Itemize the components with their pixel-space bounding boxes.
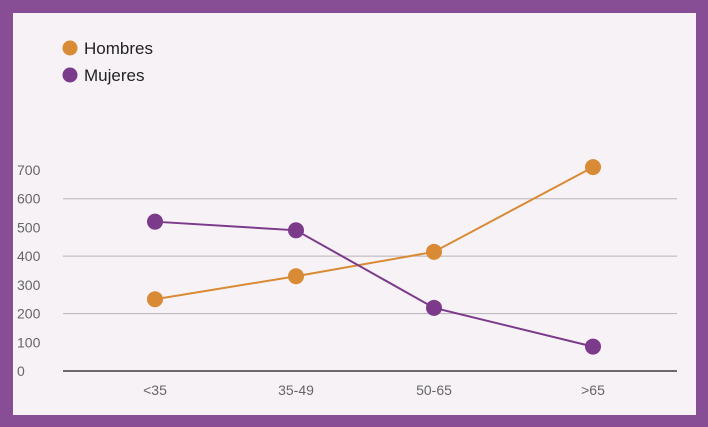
y-tick-label: 100 (17, 334, 41, 350)
legend-label-hombres: Hombres (84, 39, 153, 58)
y-tick-label: 300 (17, 277, 41, 293)
y-tick-label: 400 (17, 248, 41, 264)
gridlines (63, 198, 677, 372)
series-line-hombres (154, 166, 594, 301)
y-tick-label: 200 (17, 306, 41, 322)
x-axis-ticks: <35 35-49 50-65 >65 (143, 382, 605, 398)
data-point-hombres (426, 243, 442, 260)
legend-label-mujeres: Mujeres (84, 66, 144, 85)
data-point-mujeres (426, 299, 442, 316)
data-point-hombres (585, 159, 601, 176)
data-point-hombres (147, 291, 163, 308)
y-tick-label: 700 (17, 162, 41, 178)
legend: Hombres Mujeres (62, 39, 153, 85)
x-tick-label: 50-65 (416, 382, 452, 398)
data-point-mujeres (288, 222, 304, 239)
y-tick-label: 600 (17, 191, 41, 207)
legend-marker-hombres (62, 40, 78, 56)
x-tick-label: >65 (581, 382, 605, 398)
y-tick-label: 0 (17, 363, 25, 379)
x-tick-label: 35-49 (278, 382, 314, 398)
data-point-hombres (288, 268, 304, 285)
chart-panel: Hombres Mujeres 0 100 200 300 400 500 600 700 <… (13, 13, 696, 415)
y-tick-label: 500 (17, 219, 41, 235)
series-group (147, 159, 601, 355)
series-line-mujeres (154, 220, 594, 348)
legend-marker-mujeres (62, 67, 78, 83)
data-point-mujeres (585, 338, 601, 355)
line-chart: Hombres Mujeres 0 100 200 300 400 500 600 700 <… (17, 39, 677, 398)
data-point-mujeres (147, 213, 163, 230)
y-axis-ticks: 0 100 200 300 400 500 600 700 (17, 162, 41, 379)
x-tick-label: <35 (143, 382, 167, 398)
